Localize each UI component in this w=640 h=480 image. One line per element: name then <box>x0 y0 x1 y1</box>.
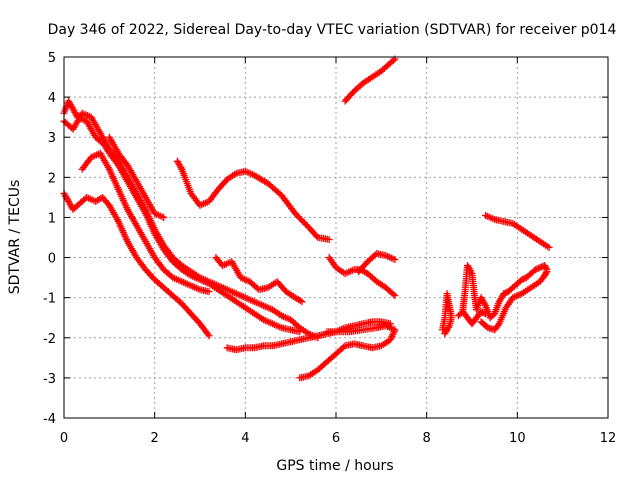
x-tick-label: 12 <box>600 431 617 446</box>
data-point <box>477 308 485 316</box>
data-point <box>302 220 310 228</box>
series-track-17 <box>482 211 553 252</box>
data-point <box>441 330 449 338</box>
x-tick-label: 8 <box>423 431 431 446</box>
data-point <box>480 309 488 317</box>
y-tick-label: -2 <box>43 332 56 347</box>
chart-title: Day 346 of 2022, Sidereal Day-to-day VTE… <box>48 22 617 38</box>
data-point <box>294 213 302 221</box>
data-point <box>298 298 306 306</box>
plot-frame <box>63 56 609 419</box>
series-track-6 <box>173 157 333 244</box>
data-point <box>482 310 490 318</box>
data-point <box>500 290 508 298</box>
data-point <box>501 289 509 297</box>
x-tick-label: 0 <box>60 431 68 446</box>
y-tick-label: 4 <box>48 91 56 106</box>
data-point <box>299 217 307 225</box>
y-tick-label: -1 <box>43 292 56 307</box>
data-point <box>391 292 399 300</box>
data-point <box>300 219 308 227</box>
y-tick-label: 3 <box>48 131 56 146</box>
data-point <box>481 300 489 308</box>
data-point <box>543 268 551 276</box>
x-tick-label: 2 <box>151 431 159 446</box>
x-tick-label: 4 <box>241 431 249 446</box>
data-point <box>531 266 539 274</box>
data-point <box>297 216 305 224</box>
data-point <box>387 334 395 342</box>
data-point <box>205 332 213 340</box>
data-point <box>325 236 333 244</box>
y-tick-label: -4 <box>43 412 56 427</box>
data-point <box>386 336 394 344</box>
series-track-9 <box>296 322 399 382</box>
series-track-7 <box>212 254 306 306</box>
x-tick-label: 6 <box>332 431 340 446</box>
data-point <box>323 328 331 336</box>
data-point <box>467 268 475 276</box>
data-point <box>296 214 304 222</box>
data-point <box>177 164 185 172</box>
data-point <box>442 328 450 336</box>
data-point <box>388 332 396 340</box>
y-tick-label: 0 <box>48 252 56 267</box>
y-tick-label: 2 <box>48 171 56 186</box>
data-point <box>389 56 397 64</box>
data-point <box>160 213 168 221</box>
data-point <box>534 264 542 272</box>
y-tick-label: -3 <box>43 372 56 387</box>
series-track-3 <box>78 149 213 296</box>
data-point <box>519 275 527 283</box>
y-axis-label: SDTVAR / TECUs <box>7 180 23 295</box>
data-point <box>545 244 553 252</box>
series-track-11 <box>355 250 399 276</box>
data-point <box>291 209 299 217</box>
data-point <box>536 264 544 272</box>
series-track-16 <box>454 308 490 328</box>
data-point <box>542 269 550 277</box>
grid-lines <box>64 57 608 418</box>
data-point <box>389 290 397 298</box>
series-track-4 <box>105 133 168 221</box>
series-track-14 <box>459 262 551 322</box>
series-track-13 <box>439 290 456 338</box>
data-point <box>205 288 213 296</box>
y-tick-label: 1 <box>48 211 56 226</box>
data-point <box>293 211 301 219</box>
data-point <box>479 308 487 316</box>
series-track-5 <box>60 189 213 340</box>
x-tick-label: 10 <box>509 431 526 446</box>
data-point <box>533 265 541 273</box>
data-points <box>60 55 553 382</box>
series-track-2 <box>60 109 322 342</box>
data-point <box>518 276 526 284</box>
series-track-10 <box>325 254 399 300</box>
series-track-15 <box>477 268 551 334</box>
data-point <box>494 321 502 329</box>
y-tick-label: 5 <box>48 51 56 66</box>
series-track-12 <box>341 55 399 105</box>
data-point <box>391 256 399 264</box>
x-axis-label: GPS time / hours <box>276 458 393 474</box>
